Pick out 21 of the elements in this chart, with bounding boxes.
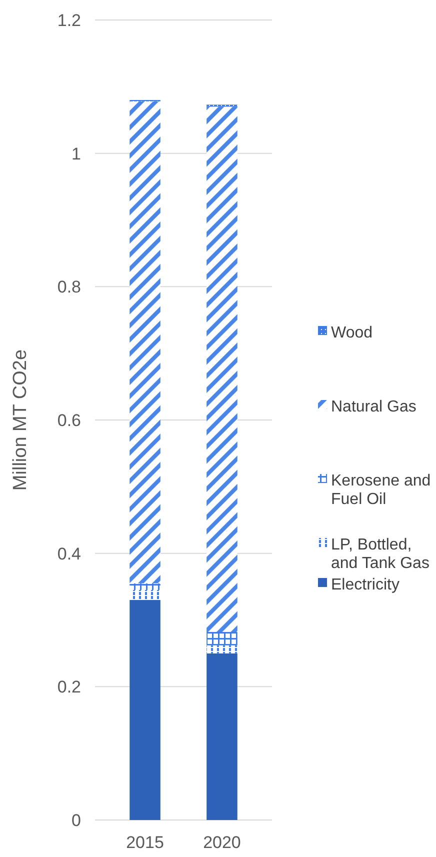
y-tick-label: 0: [72, 810, 81, 830]
legend-label: Kerosene and Fuel Oil: [331, 472, 431, 508]
x-tick-label: 2015: [126, 833, 164, 852]
legend-label: LP, Bottled, and Tank Gas: [331, 536, 430, 572]
bar: [206, 653, 238, 820]
legend-label: Electricity: [331, 576, 400, 594]
bar: [130, 101, 160, 584]
y-tick-label: 1.2: [57, 10, 81, 30]
y-tick-label: 0.8: [57, 278, 81, 297]
y-tick-label: 0.4: [57, 544, 81, 564]
bar: [206, 632, 238, 646]
y-tick-label: 1: [72, 144, 81, 164]
x-tick-label: 2020: [203, 833, 241, 852]
bar: [206, 645, 238, 654]
y-tick-label: 0.6: [57, 410, 81, 430]
bar: [206, 106, 238, 632]
y-tick-label: 0.2: [57, 678, 81, 697]
bar: [130, 600, 160, 820]
legend-label: Wood: [331, 324, 373, 342]
y-axis-title: Million MT CO2e: [10, 349, 31, 491]
legend-label: Natural Gas: [331, 398, 416, 416]
